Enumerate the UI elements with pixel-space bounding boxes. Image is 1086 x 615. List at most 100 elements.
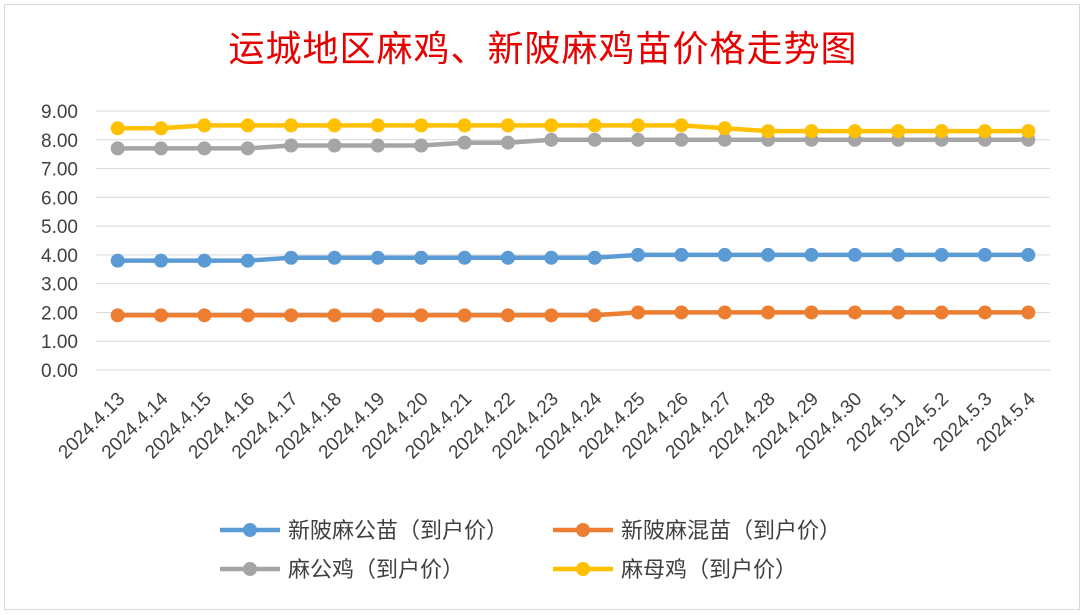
data-point (544, 118, 559, 133)
series-line (117, 310, 1029, 318)
data-point (674, 305, 689, 320)
legend-swatch-marker (576, 523, 590, 537)
data-point (500, 308, 515, 323)
data-point (110, 121, 125, 136)
data-point (197, 253, 212, 268)
data-point (284, 308, 299, 323)
legend-swatch-marker (243, 562, 257, 576)
data-point (240, 308, 255, 323)
y-tick-label: 0.00 (41, 361, 78, 382)
data-point (934, 124, 949, 139)
data-point (284, 250, 299, 265)
data-point (934, 305, 949, 320)
data-point (327, 138, 342, 153)
data-point (761, 247, 776, 262)
chart-title: 运城地区麻鸡、新陂麻鸡苗价格走势图 (228, 29, 858, 70)
data-point (587, 308, 602, 323)
data-point (587, 118, 602, 133)
data-point (414, 118, 429, 133)
data-point (1021, 124, 1036, 139)
data-point (370, 118, 385, 133)
data-point (197, 118, 212, 133)
data-point (674, 247, 689, 262)
y-tick-label: 1.00 (41, 332, 78, 353)
data-point (414, 138, 429, 153)
data-point (977, 247, 992, 262)
data-point (847, 124, 862, 139)
data-point (804, 305, 819, 320)
legend: 新陂麻公苗（到户价） 新陂麻混苗（到户价） 麻公鸡（到户价） 麻母鸡（到户价） (220, 519, 841, 583)
data-point (110, 141, 125, 156)
y-axis-labels: 0.00 1.00 2.00 3.00 4.00 5.00 6.00 7.00 8.00 9.00 (41, 102, 78, 382)
data-point (110, 308, 125, 323)
data-point (457, 135, 472, 150)
legend-item: 新陂麻混苗（到户价） (553, 519, 841, 544)
data-point (500, 118, 515, 133)
data-point (847, 247, 862, 262)
data-point (284, 118, 299, 133)
series-0 (110, 247, 1036, 268)
data-point (717, 132, 732, 147)
legend-label: 麻公鸡（到户价） (288, 558, 464, 583)
data-point (544, 250, 559, 265)
data-point (457, 250, 472, 265)
y-tick-label: 8.00 (41, 131, 78, 152)
data-point (500, 250, 515, 265)
data-point (414, 308, 429, 323)
y-tick-label: 7.00 (41, 160, 78, 181)
series-line (117, 252, 1029, 263)
legend-label: 新陂麻混苗（到户价） (621, 519, 841, 544)
data-point (414, 250, 429, 265)
y-tick-label: 6.00 (41, 188, 78, 209)
data-point (197, 141, 212, 156)
data-point (240, 141, 255, 156)
legend-swatch-marker (576, 562, 590, 576)
data-point (1021, 305, 1036, 320)
data-point (154, 253, 169, 268)
data-point (544, 132, 559, 147)
data-point (891, 305, 906, 320)
y-tick-label: 9.00 (41, 102, 78, 123)
x-axis-labels: 2024.4.132024.4.142024.4.152024.4.162024… (55, 388, 1041, 463)
series-1 (110, 305, 1036, 323)
data-point (631, 118, 646, 133)
data-point (804, 124, 819, 139)
series-group (110, 118, 1036, 323)
y-tick-label: 5.00 (41, 217, 78, 238)
data-point (544, 308, 559, 323)
legend-swatch-marker (243, 523, 257, 537)
data-point (717, 121, 732, 136)
legend-label: 麻母鸡（到户价） (621, 558, 797, 583)
legend-item: 麻母鸡（到户价） (553, 558, 797, 583)
series-line (117, 123, 1029, 134)
data-point (370, 250, 385, 265)
y-tick-label: 2.00 (41, 303, 78, 324)
data-point (110, 253, 125, 268)
data-point (631, 305, 646, 320)
y-tick-label: 3.00 (41, 275, 78, 296)
data-point (977, 305, 992, 320)
data-point (327, 250, 342, 265)
series-line (117, 137, 1029, 151)
data-point (370, 308, 385, 323)
data-point (457, 308, 472, 323)
data-point (631, 132, 646, 147)
data-point (761, 305, 776, 320)
data-point (284, 138, 299, 153)
data-point (891, 124, 906, 139)
data-point (154, 308, 169, 323)
data-point (674, 118, 689, 133)
data-point (1021, 247, 1036, 262)
series-2 (110, 132, 1036, 156)
legend-item: 新陂麻公苗（到户价） (220, 519, 508, 544)
legend-label: 新陂麻公苗（到户价） (288, 519, 508, 544)
data-point (631, 247, 646, 262)
data-point (587, 132, 602, 147)
data-point (761, 124, 776, 139)
data-point (240, 118, 255, 133)
data-point (674, 132, 689, 147)
data-point (934, 247, 949, 262)
data-point (154, 141, 169, 156)
data-point (197, 308, 212, 323)
